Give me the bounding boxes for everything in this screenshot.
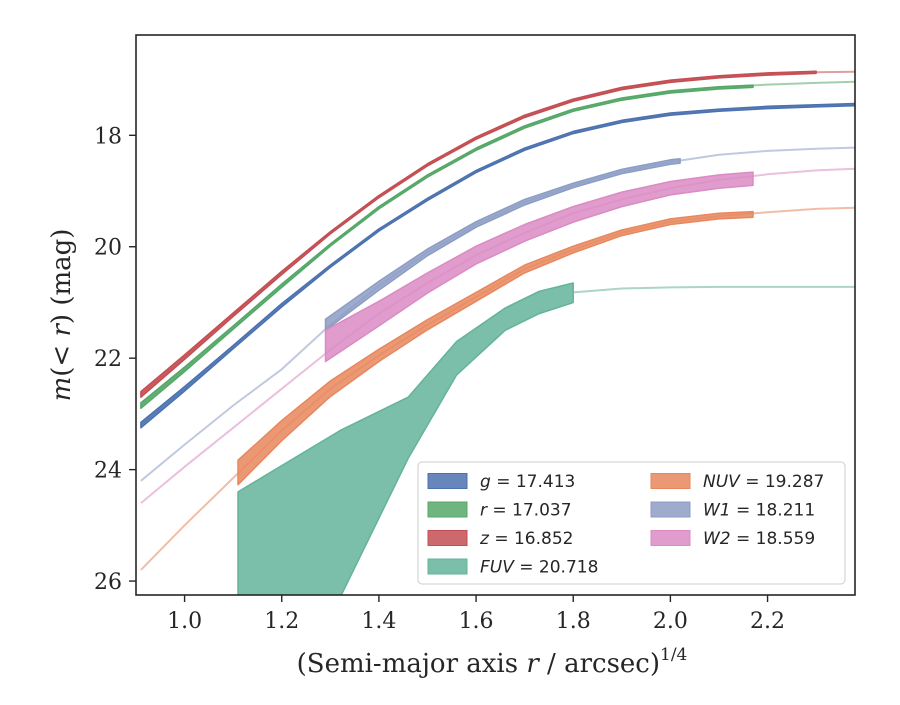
- x-tick-label: 1.2: [264, 609, 299, 634]
- y-tick-label: 20: [94, 236, 122, 261]
- legend: g = 17.413 r = 17.037 z = 16.852 FUV = 20.7…: [417, 461, 846, 585]
- legend-label-nuv: NUV = 19.287: [703, 472, 824, 492]
- axes-frame: [135, 34, 856, 596]
- y-axis-ticks: 18 20 22 24 26: [94, 124, 136, 595]
- y-tick-label: 22: [94, 347, 122, 372]
- x-tick-label: 1.0: [167, 609, 202, 634]
- legend-swatch-g: [427, 473, 468, 489]
- series-r-data-band: [140, 84, 754, 410]
- legend-swatch-nuv: [650, 473, 691, 489]
- y-tick-label: 24: [94, 459, 122, 484]
- x-tick-label: 1.8: [556, 609, 591, 634]
- x-axis-label: (Semi-major axis r / arcsec)1/4: [297, 645, 688, 679]
- legend-label-w2: W2 = 18.559: [703, 529, 815, 549]
- y-tick-label: 18: [94, 124, 122, 149]
- series-w1-data-band: [324, 157, 681, 332]
- x-axis-ticks: 1.0 1.2 1.4 1.6 1.8 2.0 2.2: [167, 595, 785, 634]
- legend-swatch-w1: [650, 501, 691, 518]
- legend-swatch-z: [427, 530, 468, 546]
- x-tick-label: 1.4: [361, 609, 396, 634]
- legend-label-g: g = 17.413: [480, 472, 575, 492]
- legend-frame: [417, 461, 846, 585]
- series-nuv-data-band: [237, 210, 754, 486]
- x-tick-label: 2.0: [653, 609, 688, 634]
- legend-label-fuv: FUV = 20.718: [480, 558, 598, 578]
- series-fuv-data-band: [237, 282, 574, 595]
- legend-swatch-w2: [650, 530, 691, 546]
- x-tick-label: 1.6: [459, 609, 494, 634]
- legend-label-w1: W1 = 18.211: [703, 501, 815, 521]
- legend-label-z: z = 16.852: [479, 529, 573, 549]
- legend-swatch-fuv: [427, 558, 468, 575]
- series-g-data-band: [140, 102, 855, 429]
- series-fuv-model-curve: [573, 285, 855, 294]
- series-z-data-band: [140, 70, 817, 398]
- plot-area: [140, 70, 855, 595]
- x-tick-label: 2.2: [750, 609, 785, 634]
- y-tick-label: 26: [94, 570, 122, 595]
- legend-swatch-r: [427, 501, 468, 518]
- legend-label-r: r = 17.037: [480, 501, 572, 521]
- y-axis-label: m(< r) (mag): [47, 229, 77, 402]
- series-w2-data-band: [324, 171, 754, 363]
